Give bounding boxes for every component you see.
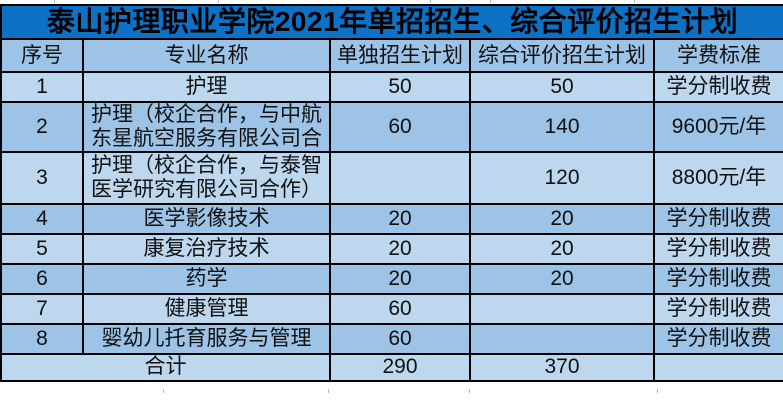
cell-major-name: 护理（校企合作，与中航东星航空服务有限公司合 [82,101,331,154]
col-header-single-plan: 单独招生计划 [329,38,471,74]
sheet-gridline [430,0,431,3]
cell-fee: 学分制收费 [652,203,783,236]
sheet-gridline [657,388,658,393]
sheet-gridline [163,388,164,393]
cell-single-plan: 60 [329,101,471,154]
cell-major-name: 康复治疗技术 [82,233,331,266]
col-header-comprehensive-plan: 综合评价招生计划 [469,38,655,74]
total-row: 合计 290 370 [0,353,783,382]
cell-comprehensive-plan [469,323,655,356]
total-single-plan: 290 [329,353,471,382]
cell-fee: 9600元/年 [652,101,783,154]
total-label: 合计 [0,353,331,382]
table-row: 6 药学 20 20 学分制收费 [0,263,783,296]
admission-plan-table: 泰山护理职业学院2021年单招招生、综合评价招生计划 序号 专业名称 单独招生计… [0,3,783,382]
cell-seq: 5 [0,233,84,266]
cell-seq: 7 [0,293,84,326]
sheet-gridline [634,0,635,3]
cell-fee: 学分制收费 [652,323,783,356]
cell-comprehensive-plan: 20 [469,263,655,296]
total-comprehensive-plan: 370 [469,353,655,382]
cell-single-plan [329,151,471,206]
total-fee [652,353,783,382]
table-row: 4 医学影像技术 20 20 学分制收费 [0,203,783,236]
cell-fee: 8800元/年 [652,151,783,206]
cell-major-name: 婴幼儿托育服务与管理 [82,323,331,356]
cell-major-name: 护理 [82,71,331,104]
cell-comprehensive-plan: 20 [469,203,655,236]
cell-seq: 8 [0,323,84,356]
sheet-bottom-gridline-strip [0,381,783,393]
cell-seq: 3 [0,151,84,206]
cell-seq: 6 [0,263,84,296]
table-row: 2 护理（校企合作，与中航东星航空服务有限公司合 60 140 9600元/年 [0,101,783,154]
col-header-fee: 学费标准 [652,38,783,74]
cell-comprehensive-plan: 120 [469,151,655,206]
col-header-major: 专业名称 [82,38,331,74]
cell-fee: 学分制收费 [652,263,783,296]
cell-comprehensive-plan: 140 [469,101,655,154]
cell-major-name: 健康管理 [82,293,331,326]
cell-fee: 学分制收费 [652,71,783,104]
cell-seq: 4 [0,203,84,236]
cell-seq: 2 [0,101,84,154]
sheet-top-gridline-strip [0,0,783,4]
table-row: 5 康复治疗技术 20 20 学分制收费 [0,233,783,266]
cell-comprehensive-plan [469,293,655,326]
cell-single-plan: 60 [329,293,471,326]
cell-single-plan: 60 [329,323,471,356]
cell-single-plan: 20 [329,233,471,266]
col-header-seq: 序号 [0,38,84,74]
header-row: 序号 专业名称 单独招生计划 综合评价招生计划 学费标准 [0,38,783,74]
sheet-gridline [490,0,491,3]
cell-major-name: 医学影像技术 [82,203,331,236]
cell-major-name: 药学 [82,263,331,296]
table-row: 7 健康管理 60 学分制收费 [0,293,783,326]
sheet-gridline [218,0,219,3]
sheet-gridline [328,388,329,393]
sheet-gridline [469,388,470,393]
table-row: 1 护理 50 50 学分制收费 [0,71,783,104]
cell-fee: 学分制收费 [652,293,783,326]
cell-seq: 1 [0,71,84,104]
cell-major-name: 护理（校企合作，与泰智医学研究有限公司合作） [82,151,331,206]
table-row: 3 护理（校企合作，与泰智医学研究有限公司合作） 120 8800元/年 [0,151,783,206]
sheet-gridline [54,0,55,3]
cell-comprehensive-plan: 20 [469,233,655,266]
table-title: 泰山护理职业学院2021年单招招生、综合评价招生计划 [0,3,783,41]
cell-comprehensive-plan: 50 [469,71,655,104]
table-row: 8 婴幼儿托育服务与管理 60 学分制收费 [0,323,783,356]
cell-single-plan: 50 [329,71,471,104]
cell-single-plan: 20 [329,203,471,236]
cell-single-plan: 20 [329,263,471,296]
cell-fee: 学分制收费 [652,233,783,266]
